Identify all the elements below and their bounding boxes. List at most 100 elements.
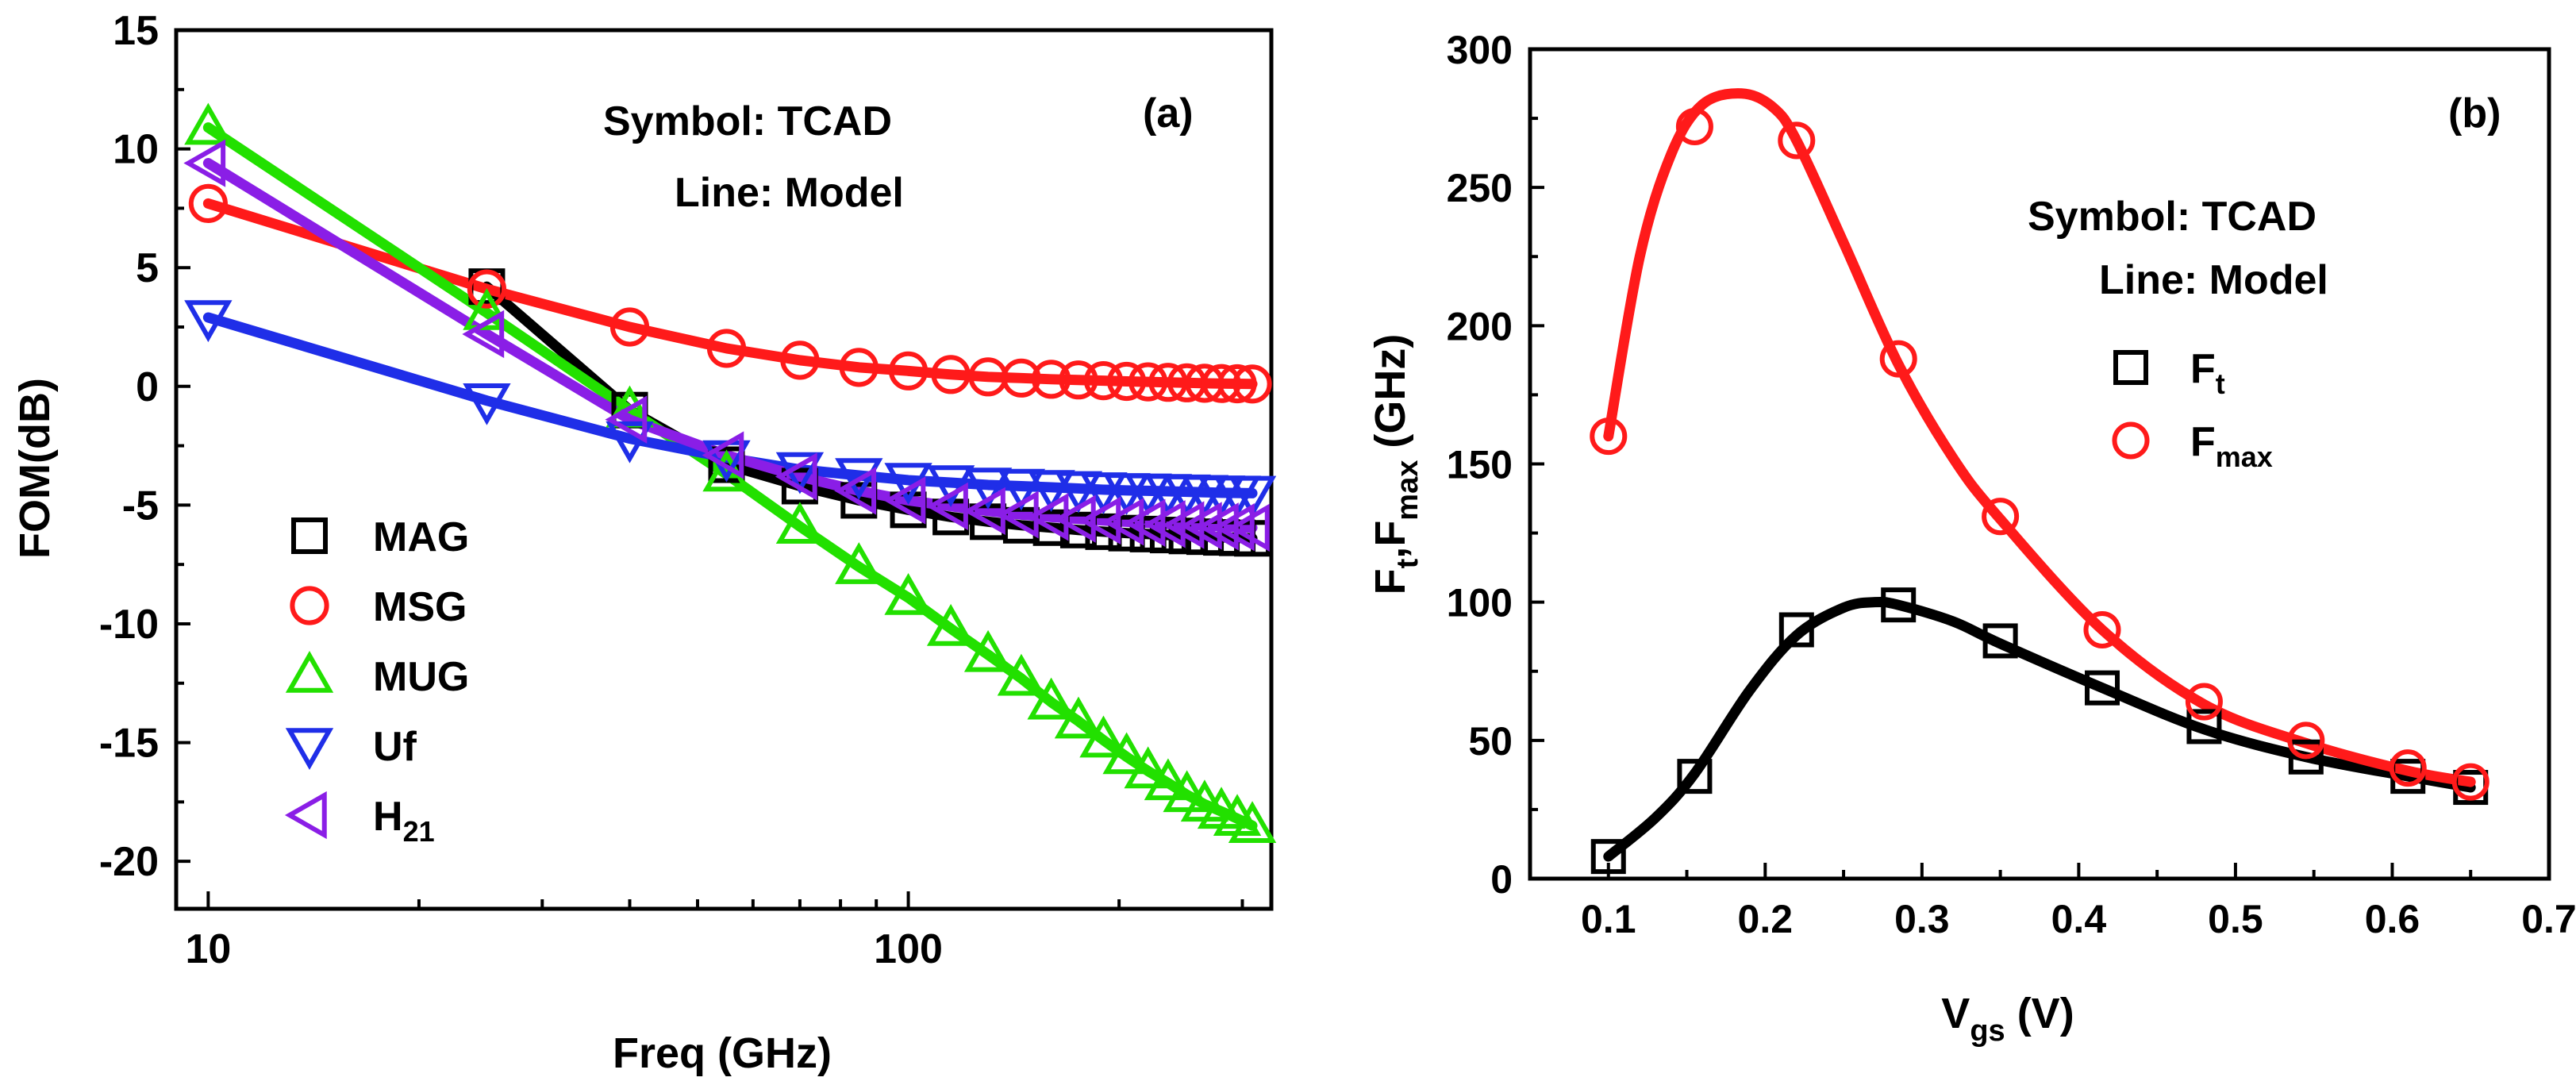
point-a-uf-1 [463, 383, 511, 425]
x-tick-label-b-4: 0.5 [2208, 897, 2263, 941]
point-a-mug-13 [1102, 732, 1151, 775]
y-axis-label-b-f1: F [1367, 568, 1414, 594]
markers-b [1590, 108, 2489, 875]
markers-a [183, 102, 1277, 844]
annotation-symbol-a: Symbol: TCAD [603, 98, 892, 144]
ticks-b: 0 50 100 150 200 250 300 0.1 0.2 0.3 0.4 0.5 0.6 0.7 [1447, 28, 2576, 941]
plot-frame-a [174, 28, 1274, 911]
point-a-h21-5 [834, 467, 877, 515]
annotation-symbol-b: Symbol: TCAD [2028, 194, 2316, 240]
point-a-msg-13 [1106, 361, 1147, 402]
legend-a-marker-0 [291, 517, 328, 554]
point-b-fmax-9 [2451, 763, 2489, 801]
legend-a-label-2: MUG [373, 654, 469, 700]
legend-b-marker-0 [2113, 350, 2148, 385]
point-a-h21-13 [1102, 498, 1144, 546]
y-tick-label-a-7: -20 [99, 839, 159, 885]
y-axis-label-a: FOM(dB) [11, 378, 59, 559]
point-b-fmax-5 [2083, 610, 2121, 649]
point-a-h21-11 [1053, 494, 1096, 543]
point-a-h21-19 [1212, 503, 1255, 552]
point-a-msg-3 [706, 329, 747, 368]
legend-b-marker-1 [2112, 421, 2150, 460]
point-a-h21-7 [926, 482, 968, 531]
x-tick-label-b-5: 0.6 [2365, 897, 2420, 941]
point-a-uf-0 [184, 300, 233, 343]
y-tick-label-b-2: 100 [1447, 581, 1513, 625]
point-a-msg-9 [1002, 358, 1041, 398]
point-a-mug-5 [835, 542, 883, 584]
point-a-h21-3 [702, 431, 744, 479]
point-a-uf-2 [606, 421, 654, 464]
point-a-msg-4 [780, 341, 820, 380]
x-axis-label-b: Vgs (V) [1941, 990, 2074, 1048]
point-a-mug-10 [1027, 677, 1075, 720]
panel-label-a: (a) [1143, 90, 1194, 137]
y-tick-label-b-4: 200 [1447, 304, 1513, 348]
x-tick-label-b-3: 0.4 [2051, 897, 2107, 941]
point-b-ft-3 [1881, 587, 1917, 623]
x-tick-label-b-2: 0.3 [1894, 897, 1950, 941]
point-b-fmax-2 [1778, 121, 1816, 160]
point-a-uf-5 [835, 458, 883, 501]
annotation-line-a: Line: Model [675, 170, 904, 216]
point-b-fmax-4 [1982, 498, 2020, 536]
point-a-msg-19 [1217, 364, 1257, 404]
point-a-msg-1 [467, 269, 507, 309]
y-axis-label-b-s2: max [1391, 460, 1424, 521]
point-a-uf-11 [1054, 471, 1103, 514]
y-tick-label-a-1: 10 [113, 127, 159, 173]
point-a-msg-6 [888, 351, 929, 391]
legend-a-label-1: MSG [373, 584, 467, 630]
model-line-b-ft [1603, 596, 2476, 862]
point-a-mug-9 [997, 653, 1046, 696]
point-a-uf-7 [926, 465, 975, 508]
legend-a-marker-2 [285, 650, 334, 693]
x-tick-label-b-6: 0.7 [2521, 897, 2576, 941]
annotation-line-b: Line: Model [2099, 257, 2328, 303]
legend-b: Ft Fmax [2112, 346, 2273, 473]
point-a-mug-6 [884, 573, 932, 615]
point-b-ft-1 [1677, 759, 1713, 795]
point-a-msg-12 [1083, 361, 1124, 401]
y-tick-label-b-6: 300 [1447, 28, 1513, 72]
point-a-msg-20 [1232, 364, 1272, 404]
point-b-fmax-8 [2389, 749, 2427, 787]
point-a-mug-15 [1144, 758, 1193, 801]
y-axis-label-b-f2: ,F [1367, 521, 1414, 559]
point-a-mug-1 [463, 287, 511, 330]
point-a-uf-8 [963, 467, 1013, 510]
legend-b-label-0: Ft [2190, 346, 2225, 400]
point-a-h21-4 [775, 452, 817, 501]
point-a-uf-10 [1027, 470, 1075, 512]
y-tick-label-a-0: 15 [113, 8, 159, 54]
x-tick-label-a-0: 10 [185, 926, 231, 972]
point-a-mug-7 [926, 603, 975, 646]
point-a-uf-9 [997, 468, 1046, 511]
y-tick-label-b-5: 250 [1447, 166, 1513, 210]
point-a-msg-11 [1059, 360, 1098, 400]
panel-label-b: (b) [2448, 90, 2501, 137]
legend-b-label-1: Fmax [2190, 419, 2273, 473]
y-axis-label-b-suffix: (GHz) [1367, 334, 1414, 460]
y-tick-label-a-5: -10 [99, 602, 159, 648]
model-line-a-msg [202, 198, 1258, 390]
y-tick-label-a-4: -5 [122, 483, 159, 529]
point-a-h21-6 [883, 476, 926, 525]
x-axis-label-b-main: V [1941, 990, 1970, 1037]
legend-a-marker-3 [285, 728, 334, 771]
y-tick-label-b-1: 50 [1468, 719, 1513, 764]
x-tick-label-a-1: 100 [874, 926, 943, 972]
y-tick-label-a-6: -15 [99, 721, 159, 767]
x-axis-label-b-suffix: (V) [2005, 990, 2074, 1037]
point-b-ft-5 [2085, 670, 2120, 706]
y-tick-label-b-3: 150 [1447, 443, 1513, 487]
x-tick-label-b-0: 0.1 [1581, 897, 1636, 941]
legend-b-sub-1: max [2216, 441, 2273, 473]
point-a-h21-20 [1227, 503, 1270, 552]
point-a-msg-5 [839, 348, 879, 387]
point-a-h21-1 [462, 310, 505, 359]
legend-a-marker-1 [290, 586, 329, 625]
